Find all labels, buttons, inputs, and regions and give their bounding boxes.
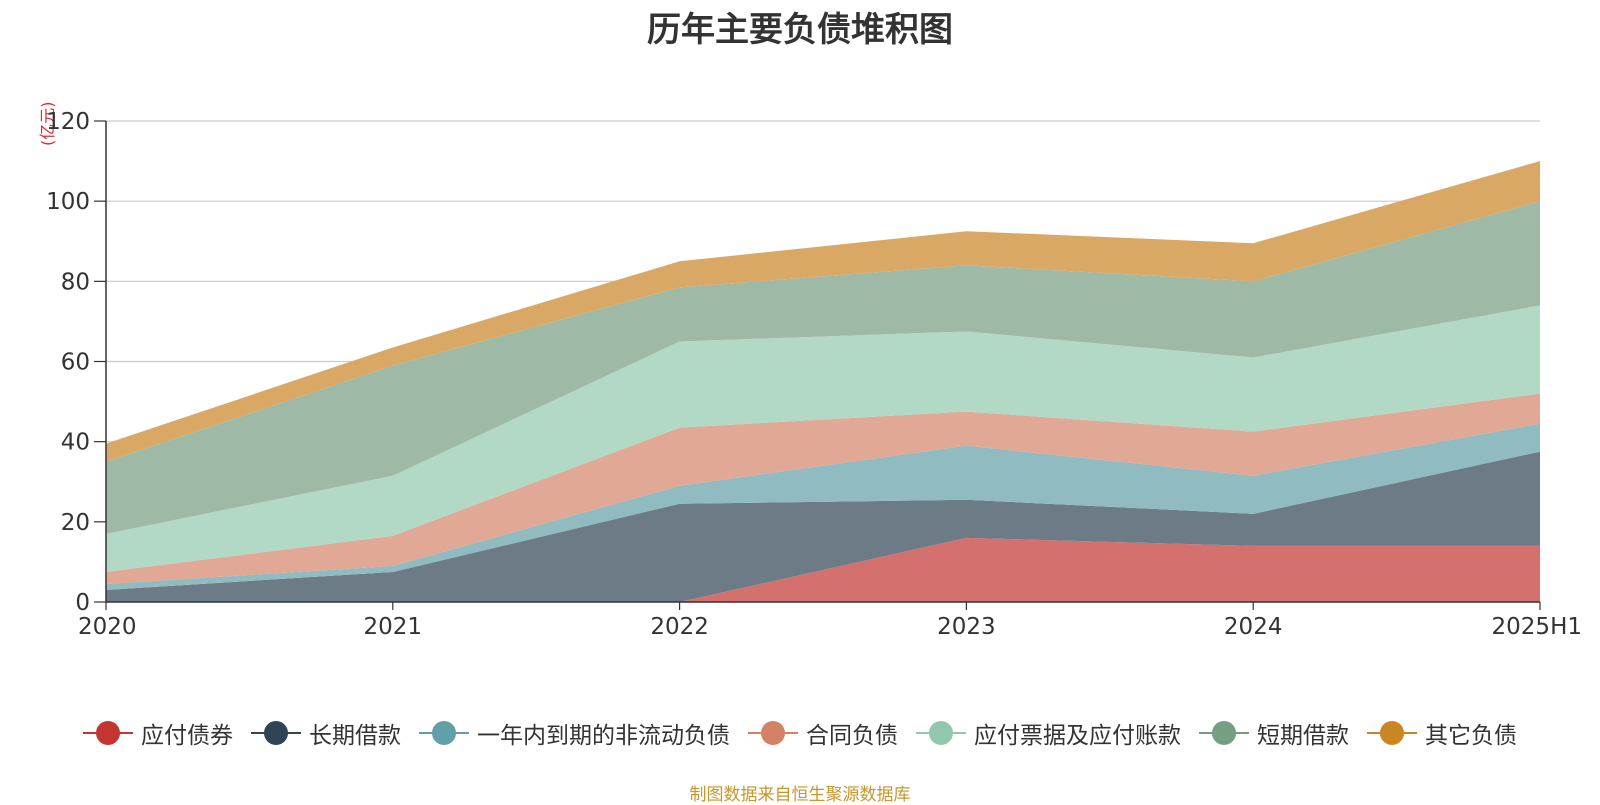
legend-item[interactable]: 一年内到期的非流动负债 (419, 716, 730, 750)
area-series-5 (106, 305, 1540, 572)
y-tick-label: 80 (61, 269, 90, 295)
area-series-4 (106, 393, 1540, 584)
area-series-6 (106, 201, 1540, 534)
legend: 应付债券 长期借款 一年内到期的非流动负债 合同负债 应付票据及应付账款 短期借款 其它负债 (0, 716, 1600, 750)
area-series-1 (106, 537, 1540, 602)
legend-marker-icon (419, 721, 469, 745)
y-tick-label: 100 (46, 189, 90, 215)
legend-marker-icon (748, 721, 798, 745)
legend-item[interactable]: 应付票据及应付账款 (916, 716, 1181, 750)
area-series-3 (106, 423, 1540, 590)
legend-marker-icon (83, 721, 133, 745)
legend-marker-icon (1199, 721, 1249, 745)
x-tick-label: 2024 (1224, 614, 1283, 640)
y-tick-label: 120 (46, 109, 90, 135)
y-tick-label: 60 (61, 350, 90, 376)
source-note: 制图数据来自恒生聚源数据库 (689, 785, 911, 805)
legend-item[interactable]: 合同负债 (748, 716, 898, 750)
legend-marker-icon (1367, 721, 1417, 745)
area-series-2 (106, 451, 1540, 602)
axes (94, 120, 1541, 610)
legend-marker-icon (251, 721, 301, 745)
legend-label: 一年内到期的非流动负债 (477, 723, 730, 749)
legend-marker-icon (916, 721, 966, 745)
x-tick-label: 2023 (937, 614, 996, 640)
legend-item[interactable]: 长期借款 (251, 716, 401, 750)
y-tick-label: 20 (61, 510, 90, 536)
legend-label: 长期借款 (309, 723, 401, 749)
legend-label: 合同负债 (806, 723, 898, 749)
legend-item[interactable]: 短期借款 (1199, 716, 1349, 750)
x-tick-label: 2020 (78, 614, 137, 640)
legend-item[interactable]: 应付债券 (83, 716, 233, 750)
x-tick-label: 2022 (650, 614, 709, 640)
chart-title: 历年主要负债堆积图 (647, 10, 953, 50)
legend-label: 短期借款 (1257, 723, 1349, 749)
tick-labels: 0 20 40 60 80 100 120 2020 2021 2022 2023 2024 2025H… (46, 109, 1582, 640)
legend-item[interactable]: 其它负债 (1367, 716, 1517, 750)
x-tick-label: 2025H1 (1492, 614, 1582, 640)
legend-label: 应付票据及应付账款 (974, 723, 1181, 749)
x-tick-label: 2021 (364, 614, 423, 640)
stacked-area-chart: 0 20 40 60 80 100 120 2020 2021 2022 2023 2024 2025H… (46, 109, 1582, 640)
legend-label: 应付债券 (141, 723, 233, 749)
area-series (106, 161, 1540, 602)
y-tick-label: 40 (61, 430, 90, 456)
legend-label: 其它负债 (1425, 723, 1517, 749)
y-tick-label: 0 (75, 590, 90, 616)
